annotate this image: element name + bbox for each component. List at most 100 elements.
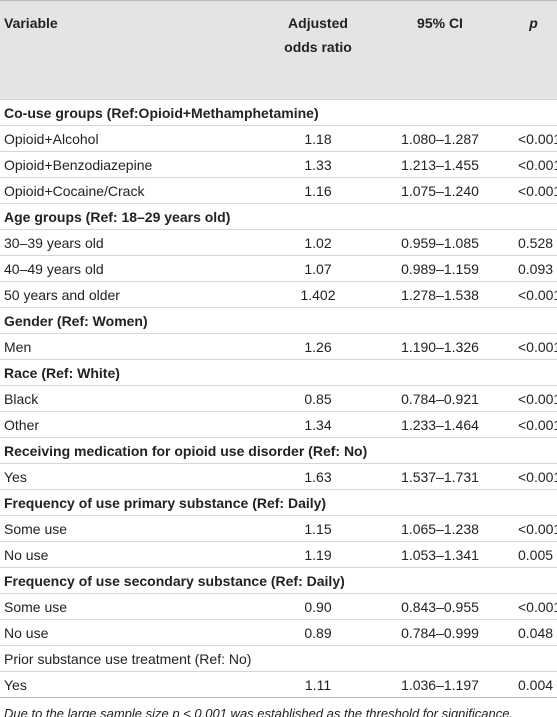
group-heading: Gender (Ref: Women) xyxy=(0,307,557,334)
cell: 1.213–1.455 xyxy=(366,151,514,178)
cell: 0.90 xyxy=(270,593,366,620)
cell: Opioid+Benzodiazepine xyxy=(0,151,270,178)
data-row: Black 0.85 0.784–0.921 <0.001 xyxy=(0,385,557,412)
cell: Black xyxy=(0,385,270,412)
cell: Other xyxy=(0,411,270,438)
group-heading: Frequency of use primary substance (Ref:… xyxy=(0,489,557,516)
column-header: Variable xyxy=(0,0,270,100)
group-heading: Receiving medication for opioid use diso… xyxy=(0,437,557,464)
cell: 1.402 xyxy=(270,281,366,308)
data-row: 50 years and older 1.402 1.278–1.538 <0.001 xyxy=(0,281,557,308)
cell: Opioid+Alcohol xyxy=(0,125,270,152)
cell: 40–49 years old xyxy=(0,255,270,282)
data-row: Opioid+Benzodiazepine 1.33 1.213–1.455 <0.0… xyxy=(0,151,557,178)
cell: Yes xyxy=(0,463,270,490)
group-heading: Co-use groups (Ref:Opioid+Methamphetamin… xyxy=(0,99,557,126)
cell: No use xyxy=(0,541,270,568)
column-header: p xyxy=(514,0,557,100)
cell: 1.065–1.238 xyxy=(366,515,514,542)
cell: Opioid+Cocaine/Crack xyxy=(0,177,270,204)
cell: No use xyxy=(0,619,270,646)
cell: <0.001 xyxy=(514,593,557,620)
data-row: Some use 1.15 1.065–1.238 <0.001 xyxy=(0,515,557,542)
group-heading: Frequency of use secondary substance (Re… xyxy=(0,567,557,594)
cell: 0.784–0.999 xyxy=(366,619,514,646)
cell: <0.001 xyxy=(514,125,557,152)
cell: 1.053–1.341 xyxy=(366,541,514,568)
data-row: 40–49 years old 1.07 0.989–1.159 0.093 xyxy=(0,255,557,282)
cell: 1.19 xyxy=(270,541,366,568)
cell: 0.004 xyxy=(514,671,557,698)
data-row: Men 1.26 1.190–1.326 <0.001 xyxy=(0,333,557,360)
cell: 1.63 xyxy=(270,463,366,490)
cell: <0.001 xyxy=(514,281,557,308)
cell: <0.001 xyxy=(514,515,557,542)
table-body: Co-use groups (Ref:Opioid+Methamphetamin… xyxy=(0,99,557,698)
cell: 1.34 xyxy=(270,411,366,438)
group-row: Prior substance use treatment (Ref: No) xyxy=(0,645,557,672)
cell: 0.989–1.159 xyxy=(366,255,514,282)
cell: 1.18 xyxy=(270,125,366,152)
group-row: Race (Ref: White) xyxy=(0,359,557,386)
data-row: Yes 1.63 1.537–1.731 <0.001 xyxy=(0,463,557,490)
cell: 1.036–1.197 xyxy=(366,671,514,698)
cell: Some use xyxy=(0,593,270,620)
data-row: Opioid+Alcohol 1.18 1.080–1.287 <0.001 xyxy=(0,125,557,152)
cell: 0.005 xyxy=(514,541,557,568)
cell: 1.080–1.287 xyxy=(366,125,514,152)
group-heading: Age groups (Ref: 18–29 years old) xyxy=(0,203,557,230)
cell: 0.85 xyxy=(270,385,366,412)
cell: 1.33 xyxy=(270,151,366,178)
cell: 30–39 years old xyxy=(0,229,270,256)
cell: <0.001 xyxy=(514,411,557,438)
cell: 1.233–1.464 xyxy=(366,411,514,438)
group-heading: Prior substance use treatment (Ref: No) xyxy=(0,645,557,672)
cell: <0.001 xyxy=(514,385,557,412)
group-row: Gender (Ref: Women) xyxy=(0,307,557,334)
results-table: Variable Adjusted odds ratio 95% CI p Co-us… xyxy=(0,0,557,698)
data-row: Opioid+Cocaine/Crack 1.16 1.075–1.240 <0.00… xyxy=(0,177,557,204)
cell: 1.278–1.538 xyxy=(366,281,514,308)
cell: 1.190–1.326 xyxy=(366,333,514,360)
group-row: Age groups (Ref: 18–29 years old) xyxy=(0,203,557,230)
cell: 1.02 xyxy=(270,229,366,256)
footnote: Due to the large sample size p < 0.001 w… xyxy=(4,706,514,717)
cell: 1.11 xyxy=(270,671,366,698)
cell: 1.07 xyxy=(270,255,366,282)
cell: 0.959–1.085 xyxy=(366,229,514,256)
cell: <0.001 xyxy=(514,177,557,204)
cell: 0.89 xyxy=(270,619,366,646)
cell: <0.001 xyxy=(514,463,557,490)
group-heading: Race (Ref: White) xyxy=(0,359,557,386)
cell: 50 years and older xyxy=(0,281,270,308)
cell: 1.075–1.240 xyxy=(366,177,514,204)
column-header: 95% CI xyxy=(366,0,514,100)
header-row: Variable Adjusted odds ratio 95% CI p xyxy=(0,0,557,100)
cell: Yes xyxy=(0,671,270,698)
column-header: Adjusted odds ratio xyxy=(270,0,366,100)
cell: Some use xyxy=(0,515,270,542)
cell: 0.528 xyxy=(514,229,557,256)
cell: Men xyxy=(0,333,270,360)
cell: <0.001 xyxy=(514,151,557,178)
cell: 1.537–1.731 xyxy=(366,463,514,490)
cell: 1.26 xyxy=(270,333,366,360)
group-row: Frequency of use primary substance (Ref:… xyxy=(0,489,557,516)
cell: 0.093 xyxy=(514,255,557,282)
cell: 0.048 xyxy=(514,619,557,646)
data-row: Other 1.34 1.233–1.464 <0.001 xyxy=(0,411,557,438)
group-row: Co-use groups (Ref:Opioid+Methamphetamin… xyxy=(0,99,557,126)
group-row: Receiving medication for opioid use diso… xyxy=(0,437,557,464)
cell: 0.843–0.955 xyxy=(366,593,514,620)
data-row: Yes 1.11 1.036–1.197 0.004 xyxy=(0,671,557,698)
cell: 0.784–0.921 xyxy=(366,385,514,412)
data-row: 30–39 years old 1.02 0.959–1.085 0.528 xyxy=(0,229,557,256)
group-row: Frequency of use secondary substance (Re… xyxy=(0,567,557,594)
cell: 1.16 xyxy=(270,177,366,204)
cell: 1.15 xyxy=(270,515,366,542)
data-row: Some use 0.90 0.843–0.955 <0.001 xyxy=(0,593,557,620)
data-row: No use 0.89 0.784–0.999 0.048 xyxy=(0,619,557,646)
data-row: No use 1.19 1.053–1.341 0.005 xyxy=(0,541,557,568)
cell: <0.001 xyxy=(514,333,557,360)
